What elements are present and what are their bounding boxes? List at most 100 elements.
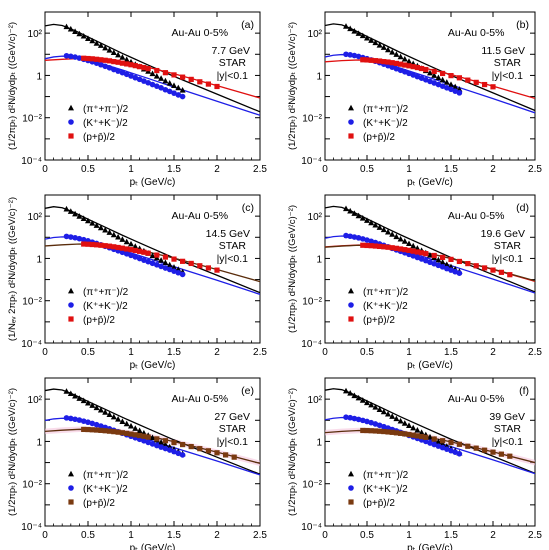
kaon-point bbox=[435, 81, 442, 88]
proton-point bbox=[389, 60, 395, 66]
pion-point bbox=[443, 79, 450, 85]
proton-point bbox=[106, 58, 113, 64]
pion-point bbox=[347, 390, 354, 396]
pion-point bbox=[343, 387, 349, 394]
proton-point bbox=[214, 83, 220, 90]
proton-point bbox=[180, 258, 186, 264]
kaon-point bbox=[397, 67, 404, 74]
pion-point bbox=[76, 30, 83, 37]
pion-point bbox=[158, 75, 165, 81]
proton-point bbox=[482, 447, 488, 453]
y-tick-label: 10² bbox=[308, 395, 323, 406]
proton-point bbox=[171, 72, 177, 78]
proton-point bbox=[145, 250, 151, 256]
y-tick-label: 10² bbox=[28, 395, 43, 406]
kaon-point bbox=[166, 266, 173, 273]
legend-label: (p+p̄)/2 bbox=[363, 132, 395, 143]
pion-point bbox=[76, 213, 83, 219]
kaon-point bbox=[423, 438, 429, 445]
experiment-label: STAR bbox=[219, 240, 247, 252]
kaon-point bbox=[439, 444, 446, 451]
x-tick-label: 1 bbox=[406, 530, 412, 541]
pion-point bbox=[427, 252, 433, 258]
kaon-point bbox=[93, 421, 100, 428]
pion-point bbox=[153, 72, 160, 79]
plot-frame bbox=[44, 194, 261, 344]
proton-point bbox=[402, 247, 408, 253]
pion-point bbox=[372, 221, 379, 228]
legend-label: (π⁺+π⁻)/2 bbox=[83, 287, 129, 298]
experiment-label: STAR bbox=[494, 240, 522, 252]
proton-point bbox=[423, 66, 429, 73]
kaon-point bbox=[406, 70, 412, 77]
pion-point bbox=[179, 87, 186, 93]
kaon-point bbox=[115, 68, 121, 74]
pion-point bbox=[166, 261, 173, 268]
x-axis-label: pₜ (GeV/c) bbox=[407, 543, 453, 550]
system-label: Au-Au 0-5% bbox=[448, 210, 505, 222]
proton-point bbox=[141, 249, 147, 255]
proton-point bbox=[119, 430, 125, 436]
proton-point bbox=[507, 272, 513, 278]
kaon-point bbox=[452, 268, 459, 275]
x-tick-label: 1 bbox=[128, 164, 134, 175]
proton-point bbox=[85, 55, 91, 62]
proton-point bbox=[205, 448, 211, 454]
plot-frame bbox=[324, 11, 536, 161]
kaon-point bbox=[414, 254, 421, 261]
kaon-point bbox=[414, 73, 421, 80]
kaon-point bbox=[427, 259, 433, 266]
legend-marker bbox=[68, 287, 74, 294]
proton-point bbox=[111, 244, 117, 250]
legend-marker bbox=[68, 119, 74, 125]
legend-marker bbox=[348, 470, 354, 477]
legend-marker bbox=[348, 133, 354, 139]
pion-point bbox=[171, 264, 177, 270]
proton-point bbox=[368, 428, 374, 434]
proton-point bbox=[465, 77, 471, 83]
proton-point bbox=[205, 265, 211, 271]
pion-point bbox=[427, 433, 433, 440]
pion-point bbox=[397, 235, 404, 242]
pion-point bbox=[435, 256, 442, 263]
x-tick-label: 1.5 bbox=[444, 347, 458, 358]
kaon-point bbox=[364, 237, 370, 243]
kaon-point bbox=[175, 92, 182, 98]
pion-point bbox=[393, 233, 400, 240]
proton-point bbox=[490, 267, 496, 273]
proton-point bbox=[162, 254, 168, 260]
kaon-point bbox=[132, 254, 139, 260]
proton-point bbox=[448, 256, 454, 262]
kaon-point bbox=[423, 257, 429, 264]
energy-label: 11.5 GeV bbox=[481, 45, 525, 57]
pion-point bbox=[359, 214, 366, 221]
pion-point bbox=[351, 210, 358, 216]
pion-point bbox=[76, 395, 83, 401]
y-tick-label: 10⁻⁴ bbox=[21, 156, 42, 167]
pion-point bbox=[376, 224, 383, 230]
kaon-point bbox=[351, 415, 358, 422]
proton-point bbox=[214, 450, 220, 456]
kaon-point bbox=[89, 420, 96, 427]
kaon-point bbox=[145, 439, 151, 446]
kaon-point bbox=[355, 235, 362, 241]
y-tick-label: 1 bbox=[36, 437, 42, 448]
pion-point bbox=[115, 51, 122, 58]
kaon-point bbox=[448, 86, 454, 93]
proton-point bbox=[205, 81, 211, 87]
proton-point bbox=[111, 59, 117, 65]
kaon-point bbox=[381, 423, 387, 430]
kaon-point bbox=[435, 443, 442, 449]
pion-point bbox=[376, 41, 383, 48]
kaon-point bbox=[98, 61, 104, 68]
proton-point bbox=[106, 243, 113, 249]
panel-label: (b) bbox=[516, 19, 529, 31]
pion-point bbox=[347, 207, 354, 214]
rapidity-label: |y|<0.1 bbox=[492, 253, 524, 265]
experiment-label: STAR bbox=[219, 423, 247, 435]
pion-point bbox=[401, 420, 408, 426]
y-tick-label: 1 bbox=[316, 71, 322, 82]
proton-point bbox=[102, 243, 108, 249]
pion-point bbox=[435, 74, 442, 81]
proton-point bbox=[393, 430, 399, 436]
